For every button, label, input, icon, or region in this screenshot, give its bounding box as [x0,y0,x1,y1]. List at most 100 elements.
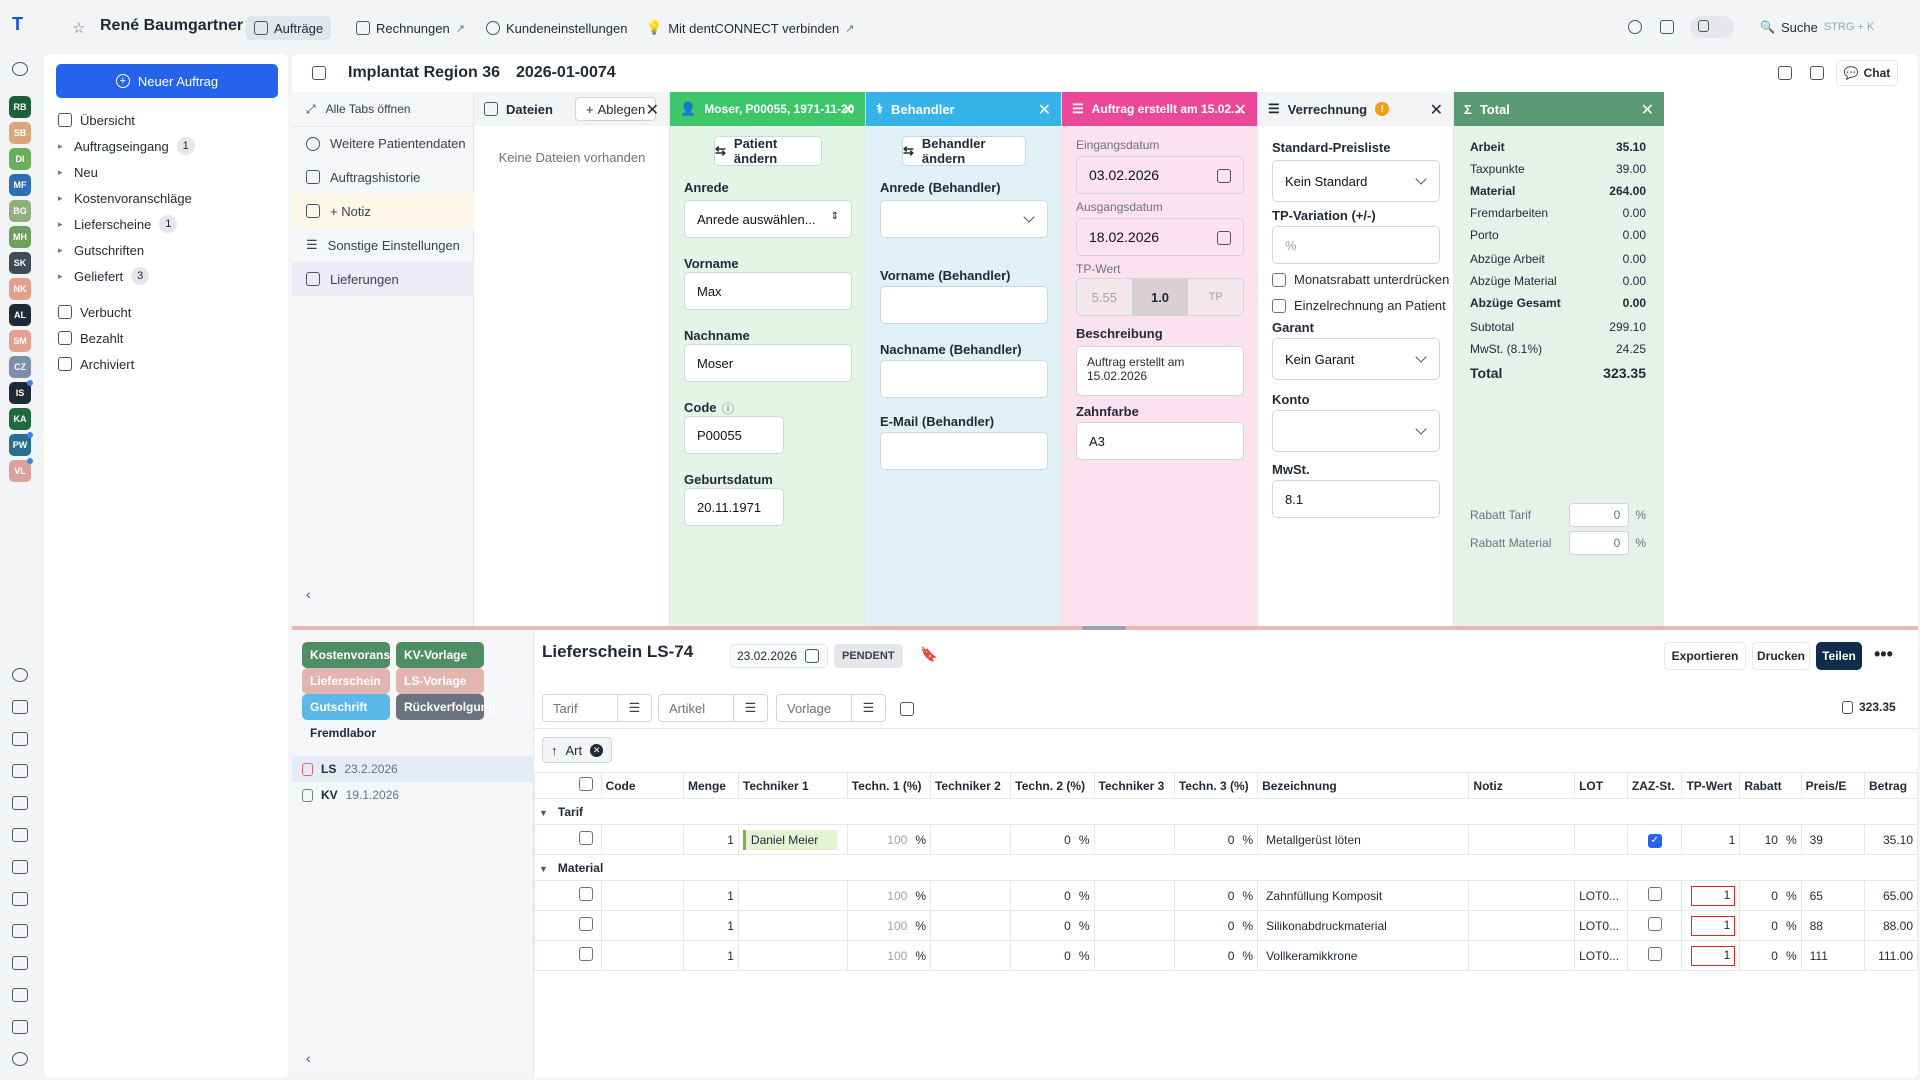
avatar[interactable]: PW [9,432,33,456]
zaz-checkbox[interactable] [1647,887,1662,901]
export-button[interactable]: Exportieren [1664,642,1746,670]
suppress-checkbox[interactable]: Monatsrabatt unterdrücken [1272,272,1449,287]
close-icon[interactable]: ✕ [1037,102,1051,119]
close-icon[interactable]: ✕ [1233,102,1247,119]
tech-pct-cell[interactable]: 100% [846,910,931,941]
birth-input[interactable]: 20.11.1971 [684,488,784,526]
pricelist-select[interactable]: Kein Standard [1272,160,1440,202]
shade-input[interactable]: A3 [1076,422,1244,460]
tech-pct-cell[interactable]: 0% [1173,824,1259,855]
table-row[interactable]: 1 100% 0% 0% Zahnfüllung Komposit LOT0... 1 0% 6… [534,880,1918,911]
list-icon[interactable]: ☰ [851,695,885,721]
tech-cell[interactable] [929,940,1012,971]
discount-cell[interactable]: 0% [1739,940,1802,971]
sidebar-item[interactable]: Verbucht [58,300,131,324]
vat-input[interactable]: 8.1 [1272,480,1440,518]
discount-tarif-input[interactable]: 0 [1569,503,1630,527]
qty-cell[interactable]: 1 [682,880,739,911]
avatar[interactable]: BG [9,200,31,222]
list-icon[interactable]: ☰ [617,695,651,721]
list-icon[interactable]: ☰ [733,695,767,721]
tech-pct-cell[interactable]: 0% [1173,940,1259,971]
column-header[interactable]: Techniker 3 [1093,772,1175,799]
column-header[interactable]: Techn. 3 (%) [1173,772,1259,799]
sidebar-item[interactable]: ▸ Neu [58,160,98,184]
chart-icon[interactable] [12,924,28,938]
tpvar-input[interactable]: % [1272,226,1440,264]
discount-cell[interactable]: 0% [1739,880,1802,911]
nav-orders[interactable]: Aufträge [246,16,332,40]
pin-icon[interactable] [1810,66,1824,80]
tp-cell[interactable]: 1 [1681,824,1741,855]
avatar[interactable]: VL [9,458,33,482]
tech-pct-cell[interactable]: 0% [1010,824,1095,855]
tab-note[interactable]: + Notiz [292,194,474,228]
column-header[interactable]: Techn. 2 (%) [1010,772,1095,799]
user-icon[interactable] [12,62,28,76]
code-cell[interactable] [600,940,684,971]
tab-deliveries[interactable]: Lieferungen [292,262,474,296]
qty-cell[interactable]: 1 [682,940,739,971]
dashboard-icon[interactable] [12,764,28,778]
row-checkbox[interactable] [579,831,593,845]
name-cell[interactable]: Vollkeramikkrone [1257,940,1470,971]
column-header[interactable]: Techniker 1 [737,772,848,799]
discount-cell[interactable]: 0% [1739,910,1802,941]
doctype-button[interactable]: KV-Vorlage [396,642,484,668]
nav-dentconnect[interactable]: 💡 Mit dentCONNECT verbinden ↗ [638,16,862,40]
desc-textarea[interactable]: Auftrag erstellt am 15.02.2026 [1076,346,1244,396]
tp-cell[interactable]: 1 [1681,910,1741,941]
column-header[interactable]: Notiz [1468,772,1576,799]
avatar[interactable]: CZ [9,356,31,378]
sidebar-item[interactable]: Archiviert [58,352,134,376]
collapse-left-icon[interactable]: ‹ [306,1050,311,1066]
notes-icon[interactable] [1660,20,1674,34]
qty-cell[interactable]: 1 [682,910,739,941]
tech-pct-cell[interactable]: 100% [846,880,931,911]
lot-cell[interactable]: LOT0... [1574,910,1628,941]
tech-pct-cell[interactable]: 0% [1010,910,1095,941]
note-cell[interactable] [1468,910,1576,941]
close-icon[interactable]: ✕ [841,102,855,119]
row-checkbox[interactable] [579,917,593,931]
lot-cell[interactable]: LOT0... [1574,880,1628,911]
tp-value-3[interactable]: TP [1188,279,1243,315]
avatar[interactable]: NK [9,278,31,300]
close-icon[interactable]: ✕ [645,102,659,119]
column-header[interactable]: TP-Wert [1681,772,1741,799]
column-header[interactable]: Rabatt [1739,772,1802,799]
tab-patient-data[interactable]: Weitere Patientendaten [292,126,474,160]
star-icon[interactable]: ☆ [72,20,86,37]
column-header[interactable]: Techn. 1 (%) [846,772,931,799]
sidebar-item[interactable]: ▸ Gutschriften [58,238,144,262]
table-row[interactable]: 1 100% 0% 0% Vollkeramikkrone LOT0... 1 0% 111 11… [534,940,1918,971]
avatar[interactable]: KA [9,408,31,430]
add-file-button[interactable]: + Ablegen [574,97,657,121]
tech1-cell[interactable]: Daniel Meier [737,824,848,855]
tp-cell[interactable]: 1 [1681,940,1741,971]
price-cell[interactable]: 65 [1800,880,1866,911]
nav-customer-settings[interactable]: Kundeneinstellungen [478,16,635,40]
template-select[interactable]: Vorlage ☰ [776,694,886,722]
dentist-firstname-input[interactable] [880,286,1048,324]
price-cell[interactable]: 88 [1800,910,1866,941]
out-date-input[interactable]: 18.02.2026 [1076,218,1244,256]
calendar-icon[interactable] [1217,231,1231,245]
trash-icon[interactable] [12,1020,28,1034]
table-row[interactable]: 1 100% 0% 0% Silikonabdruckmaterial LOT0... 1 0… [534,910,1918,941]
tarif-select[interactable]: Tarif ☰ [542,694,652,722]
calendar-icon[interactable] [1217,169,1231,183]
more-icon[interactable]: ••• [1874,644,1893,664]
tech1-cell[interactable] [737,880,848,911]
tech-pct-cell[interactable]: 100% [846,824,931,855]
discount-cell[interactable]: 10% [1739,824,1802,855]
calculator-icon[interactable] [12,892,28,906]
help-icon[interactable] [1628,20,1642,34]
column-header[interactable]: ZAZ-St. [1626,772,1683,799]
home-icon[interactable] [12,700,28,714]
lock-toggle[interactable] [1690,16,1734,38]
tech-pct-cell[interactable]: 100% [846,940,931,971]
select-all-checkbox[interactable] [579,777,593,791]
tech-cell[interactable] [1093,880,1175,911]
sidebar-item[interactable]: Übersicht [58,108,135,132]
